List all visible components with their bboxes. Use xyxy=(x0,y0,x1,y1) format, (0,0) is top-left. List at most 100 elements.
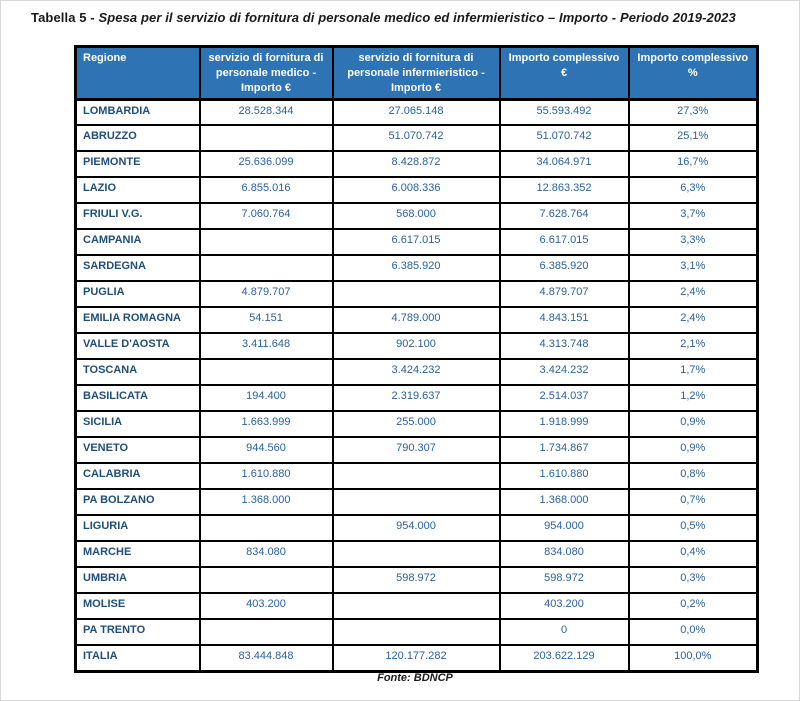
infermieristico-value-cell xyxy=(331,540,501,569)
region-cell: CALABRIA xyxy=(74,462,201,491)
importo-totale-cell: 4.879.707 xyxy=(498,280,630,309)
medico-value-cell: 4.879.707 xyxy=(198,280,334,309)
region-cell: LIGURIA xyxy=(74,514,201,543)
importo-percent-cell: 0,9% xyxy=(627,436,759,465)
region-cell: FRIULI V.G. xyxy=(74,202,201,231)
table-row: SICILIA 1.663.999 255.000 1.918.999 0,9% xyxy=(74,410,759,439)
medico-value-cell: 1.610.880 xyxy=(198,462,334,491)
infermieristico-value-cell: 790.307 xyxy=(331,436,501,465)
header-importo-complessivo-euro: Importo complessivo € xyxy=(498,45,630,101)
importo-percent-cell: 1,2% xyxy=(627,384,759,413)
importo-totale-cell: 55.593.492 xyxy=(498,98,630,127)
infermieristico-value-cell: 954.000 xyxy=(331,514,501,543)
region-cell: ITALIA xyxy=(74,644,201,673)
infermieristico-value-cell: 598.972 xyxy=(331,566,501,595)
medico-value-cell: 3.411.648 xyxy=(198,332,334,361)
importo-totale-cell: 4.843.151 xyxy=(498,306,630,335)
region-cell: LOMBARDIA xyxy=(74,98,201,127)
importo-totale-cell: 6.617.015 xyxy=(498,228,630,257)
region-cell: LAZIO xyxy=(74,176,201,205)
medico-value-cell xyxy=(198,618,334,647)
infermieristico-value-cell: 120.177.282 xyxy=(331,644,501,673)
region-cell: SARDEGNA xyxy=(74,254,201,283)
medico-value-cell xyxy=(198,124,334,153)
table-row: SARDEGNA 6.385.920 6.385.920 3,1% xyxy=(74,254,759,283)
importo-totale-cell: 12.863.352 xyxy=(498,176,630,205)
importo-percent-cell: 0,4% xyxy=(627,540,759,569)
medico-value-cell xyxy=(198,254,334,283)
region-cell: MARCHE xyxy=(74,540,201,569)
infermieristico-value-cell: 4.789.000 xyxy=(331,306,501,335)
table-row: BASILICATA 194.400 2.319.637 2.514.037 1… xyxy=(74,384,759,413)
infermieristico-value-cell xyxy=(331,488,501,517)
infermieristico-value-cell: 2.319.637 xyxy=(331,384,501,413)
header-personale-infermieristico: servizio di fornitura di personale infer… xyxy=(331,45,501,101)
region-cell: BASILICATA xyxy=(74,384,201,413)
importo-totale-cell: 403.200 xyxy=(498,592,630,621)
importo-percent-cell: 0,3% xyxy=(627,566,759,595)
importo-percent-cell: 2,4% xyxy=(627,306,759,335)
table-row: VALLE D'AOSTA 3.411.648 902.100 4.313.74… xyxy=(74,332,759,361)
medico-value-cell: 834.080 xyxy=(198,540,334,569)
table-title-prefix: Tabella 5 - xyxy=(31,10,99,25)
spesa-table: Regione servizio di fornitura di persona… xyxy=(74,45,759,673)
region-cell: ABRUZZO xyxy=(74,124,201,153)
importo-totale-cell: 1.610.880 xyxy=(498,462,630,491)
medico-value-cell xyxy=(198,228,334,257)
table-body: LOMBARDIA 28.528.344 27.065.148 55.593.4… xyxy=(74,98,759,673)
region-cell: TOSCANA xyxy=(74,358,201,387)
importo-totale-cell: 0 xyxy=(498,618,630,647)
importo-totale-cell: 954.000 xyxy=(498,514,630,543)
table-row: EMILIA ROMAGNA 54.151 4.789.000 4.843.15… xyxy=(74,306,759,335)
importo-totale-cell: 2.514.037 xyxy=(498,384,630,413)
table-row: CALABRIA 1.610.880 1.610.880 0,8% xyxy=(74,462,759,491)
importo-percent-cell: 0,5% xyxy=(627,514,759,543)
table-row: PA BOLZANO 1.368.000 1.368.000 0,7% xyxy=(74,488,759,517)
medico-value-cell: 403.200 xyxy=(198,592,334,621)
medico-value-cell xyxy=(198,358,334,387)
infermieristico-value-cell: 6.385.920 xyxy=(331,254,501,283)
importo-percent-cell: 27,3% xyxy=(627,98,759,127)
header-importo-complessivo-percent: Importo complessivo % xyxy=(627,45,759,101)
importo-totale-cell: 598.972 xyxy=(498,566,630,595)
table-header: Regione servizio di fornitura di persona… xyxy=(74,45,759,101)
infermieristico-value-cell: 51.070.742 xyxy=(331,124,501,153)
medico-value-cell: 7.060.764 xyxy=(198,202,334,231)
importo-totale-cell: 203.622.129 xyxy=(498,644,630,673)
infermieristico-value-cell: 255.000 xyxy=(331,410,501,439)
importo-totale-cell: 4.313.748 xyxy=(498,332,630,361)
infermieristico-value-cell: 3.424.232 xyxy=(331,358,501,387)
table-title: Tabella 5 - Spesa per il servizio di for… xyxy=(31,10,736,25)
infermieristico-value-cell: 6.008.336 xyxy=(331,176,501,205)
table-title-text: Spesa per il servizio di fornitura di pe… xyxy=(98,10,736,25)
table-row: FRIULI V.G. 7.060.764 568.000 7.628.764 … xyxy=(74,202,759,231)
infermieristico-value-cell xyxy=(331,280,501,309)
region-cell: VALLE D'AOSTA xyxy=(74,332,201,361)
table-row: PIEMONTE 25.636.099 8.428.872 34.064.971… xyxy=(74,150,759,179)
importo-percent-cell: 100,0% xyxy=(627,644,759,673)
region-cell: EMILIA ROMAGNA xyxy=(74,306,201,335)
source-note: Fonte: BDNCP xyxy=(377,672,453,684)
infermieristico-value-cell: 6.617.015 xyxy=(331,228,501,257)
table-row: LOMBARDIA 28.528.344 27.065.148 55.593.4… xyxy=(74,98,759,127)
medico-value-cell: 944.560 xyxy=(198,436,334,465)
table-row: TOSCANA 3.424.232 3.424.232 1,7% xyxy=(74,358,759,387)
importo-percent-cell: 0,9% xyxy=(627,410,759,439)
region-cell: PIEMONTE xyxy=(74,150,201,179)
table-row: LIGURIA 954.000 954.000 0,5% xyxy=(74,514,759,543)
table-row: ITALIA 83.444.848 120.177.282 203.622.12… xyxy=(74,644,759,673)
importo-totale-cell: 1.734.867 xyxy=(498,436,630,465)
medico-value-cell: 54.151 xyxy=(198,306,334,335)
medico-value-cell xyxy=(198,566,334,595)
medico-value-cell: 194.400 xyxy=(198,384,334,413)
importo-percent-cell: 0,0% xyxy=(627,618,759,647)
medico-value-cell: 83.444.848 xyxy=(198,644,334,673)
region-cell: CAMPANIA xyxy=(74,228,201,257)
region-cell: UMBRIA xyxy=(74,566,201,595)
importo-percent-cell: 3,3% xyxy=(627,228,759,257)
medico-value-cell xyxy=(198,514,334,543)
region-cell: PUGLIA xyxy=(74,280,201,309)
importo-totale-cell: 3.424.232 xyxy=(498,358,630,387)
infermieristico-value-cell: 902.100 xyxy=(331,332,501,361)
